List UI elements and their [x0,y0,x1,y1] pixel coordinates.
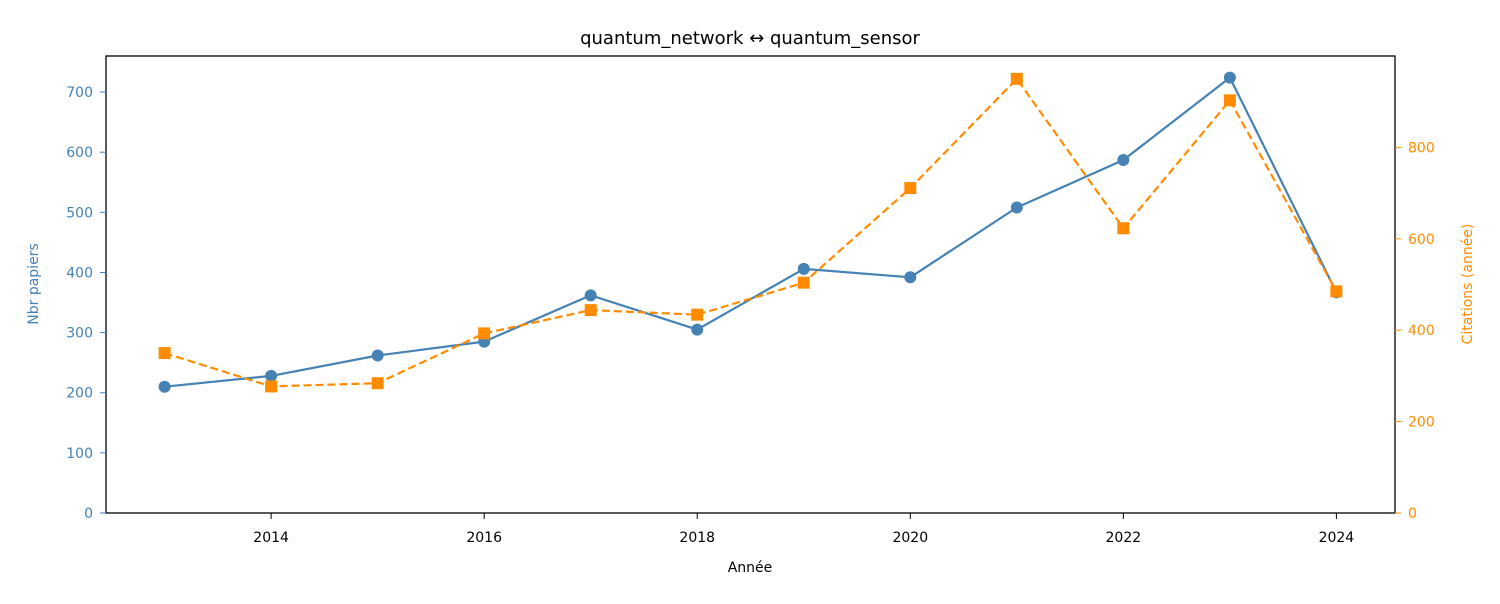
y-left-tick-label: 300 [66,326,93,342]
series-1-point [158,380,171,393]
chart-title: quantum_network ↔ quantum_sensor [580,28,920,49]
y-left-tick-label: 100 [66,446,93,462]
series-2-point [371,377,384,390]
x-tick-label: 2024 [1319,530,1355,546]
series-2-point [1010,72,1023,85]
series-2-point [1330,285,1343,298]
series-2-point [1223,94,1236,107]
series-2-line [164,77,1338,388]
y-left-tick-label: 400 [66,265,93,281]
series-1-point [797,262,810,275]
x-tick-label: 2014 [253,530,289,546]
x-tick-label: 2020 [892,530,928,546]
y-right-tick-label: 0 [1408,506,1417,522]
series-1-point [904,271,917,284]
series-1-point [1010,201,1023,214]
series-2-point [478,327,491,340]
y-axis-right-label: Citations (année) [1460,224,1476,345]
y-right-tick-label: 800 [1408,140,1435,156]
series-2-point [691,308,704,321]
x-axis-label: Année [728,560,773,576]
series-2-point [797,276,810,289]
series-1-line [164,76,1338,388]
series-2-point [904,182,917,195]
series-1-point [265,369,278,382]
series-1-point [584,289,597,302]
y-axis-left-label: Nbr papiers [26,243,42,324]
y-left-tick-label: 700 [66,85,93,101]
plot-frame [105,55,1396,514]
x-tick-label: 2016 [466,530,502,546]
series-2-point [1117,222,1130,235]
series-2-point [265,380,278,393]
y-right-tick-label: 600 [1408,232,1435,248]
series-1-point [1117,154,1130,167]
y-left-tick-label: 200 [66,386,93,402]
x-tick-label: 2018 [679,530,715,546]
y-left-tick-label: 600 [66,145,93,161]
series-2-point [158,347,171,360]
series-1-point [1223,71,1236,84]
plot-area: 2014 2016 2018 2020 2022 2024 0 100 200 300 400 500… [66,55,1435,546]
series-2-point [584,304,597,317]
x-tick-label: 2022 [1106,530,1142,546]
y-left-tick-label: 500 [66,205,93,221]
y-right-tick-label: 400 [1408,323,1435,339]
series-1-point [691,323,704,336]
y-right-tick-label: 200 [1408,415,1435,431]
y-left-tick-label: 0 [84,506,93,522]
series-1-point [371,349,384,362]
